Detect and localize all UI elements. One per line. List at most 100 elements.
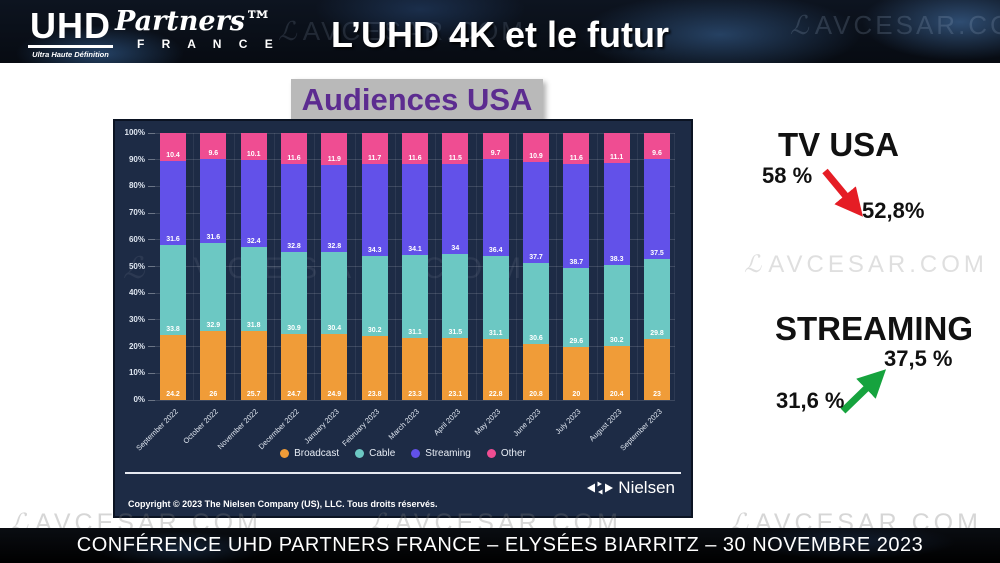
- segment-value-label: 30.2: [609, 336, 624, 344]
- bar-segment-broadcast: 23: [644, 338, 670, 400]
- stacked-bar: 23 29.8 37.5 9.6: [644, 133, 670, 400]
- legend-label: Cable: [369, 448, 396, 459]
- bar-segment-other: 11.6: [281, 133, 307, 164]
- segment-value-label: 30.4: [327, 324, 342, 332]
- x-axis-label: March 2023: [386, 407, 422, 442]
- stacked-bar: 24.7 30.9 32.8 11.6: [281, 133, 307, 400]
- vertical-gridline: [193, 133, 195, 400]
- segment-value-label: 20: [572, 391, 581, 398]
- bar-segment-cable: 33.8: [160, 245, 186, 336]
- stacked-bar: 23.3 31.1 34.1 11.6: [402, 133, 428, 400]
- bar-segment-broadcast: 20.4: [603, 345, 630, 400]
- stacked-bar: 23.1 31.5 34 11.5: [442, 133, 469, 400]
- segment-value-label: 36.4: [488, 247, 503, 255]
- segment-value-label: 23: [653, 391, 661, 398]
- segment-value-label: 11.6: [408, 154, 422, 162]
- x-axis-label: October 2022: [181, 407, 220, 446]
- y-axis-tick: 80%: [128, 181, 145, 191]
- segment-value-label: 29.6: [569, 337, 584, 345]
- bar-segment-other: 11.9: [321, 133, 348, 165]
- conference-caption: CONFÉRENCE UHD PARTNERS FRANCE – ELYSÉES…: [76, 534, 924, 556]
- bar-segment-streaming: 31.6: [200, 158, 227, 243]
- bar-segment-streaming: 37.5: [644, 158, 670, 260]
- segment-value-label: 10.9: [529, 153, 543, 161]
- stacked-bar: 20 29.6 38.7 11.6: [563, 133, 590, 400]
- bar-segment-streaming: 36.4: [482, 158, 509, 257]
- tv-usa-to-value: 52,8%: [862, 198, 925, 223]
- x-axis-label: November 2022: [215, 407, 261, 452]
- legend-item: Cable: [355, 448, 395, 459]
- copyright-text: Copyright © 2023 The Nielsen Company (US…: [128, 499, 438, 509]
- bar-segment-cable: 30.9: [281, 251, 307, 335]
- legend-label: Streaming: [425, 448, 471, 459]
- stacked-bar: 24.2 33.8 31.6 10.4: [160, 133, 186, 400]
- y-tick-mark: [148, 266, 155, 267]
- y-axis-tick: 70%: [128, 208, 145, 218]
- segment-value-label: 30.6: [529, 335, 543, 343]
- segment-value-label: 11.6: [287, 155, 301, 162]
- bar-segment-broadcast: 20.8: [523, 344, 549, 400]
- segment-value-label: 24.7: [287, 391, 301, 398]
- segment-value-label: 22.8: [488, 391, 503, 398]
- logo-france-text: F R A N C E: [137, 37, 280, 51]
- bar-segment-streaming: 31.6: [160, 160, 186, 246]
- bar-segment-broadcast: 26: [200, 330, 227, 400]
- segment-value-label: 11.7: [368, 155, 382, 163]
- slide-title: L’UHD 4K et le futur: [330, 14, 670, 55]
- bar-segment-streaming: 34.3: [361, 164, 388, 256]
- nielsen-logo: Nielsen: [587, 478, 675, 498]
- y-axis-tick: 20%: [128, 341, 145, 351]
- y-tick-mark: [148, 292, 155, 294]
- y-tick-mark: [148, 319, 155, 321]
- bar-segment-streaming: 34: [442, 163, 469, 255]
- segment-value-label: 30.9: [287, 325, 301, 333]
- panel-divider: [125, 472, 681, 474]
- bar-segment-broadcast: 20: [563, 346, 590, 400]
- bar-segment-broadcast: 24.7: [281, 334, 307, 400]
- vertical-gridline: [233, 133, 235, 400]
- bar-segment-other: 9.6: [644, 133, 670, 159]
- legend-label: Broadcast: [294, 448, 340, 459]
- x-axis-label: September 2023: [617, 407, 664, 453]
- segment-value-label: 23.1: [448, 391, 463, 398]
- y-axis-tick: 10%: [128, 368, 145, 378]
- bar-segment-cable: 31.5: [442, 254, 469, 339]
- bar-segment-broadcast: 23.8: [361, 336, 388, 400]
- vertical-gridline: [394, 133, 396, 400]
- legend-label: Other: [500, 448, 526, 459]
- legend-item: Broadcast: [280, 448, 339, 459]
- y-tick-mark: [148, 346, 155, 348]
- segment-value-label: 9.6: [208, 149, 219, 157]
- stacked-bar: 23.8 30.2 34.3 11.7: [361, 133, 388, 400]
- x-axis-label: July 2023: [553, 407, 583, 437]
- logo-uhd-block: UHD Ultra Haute Définition: [28, 8, 113, 59]
- bar-segment-broadcast: 24.2: [160, 335, 186, 400]
- legend-dot-other: [486, 449, 496, 458]
- bar-segment-streaming: 32.8: [321, 164, 348, 253]
- bar-segment-broadcast: 22.8: [482, 339, 509, 400]
- x-axis-label: January 2023: [302, 407, 341, 446]
- y-axis-tick: 60%: [128, 234, 145, 244]
- logo-partners-block: Partners™ F R A N C E: [115, 6, 280, 52]
- vertical-gridline: [273, 133, 275, 400]
- y-axis-tick: 0%: [133, 395, 145, 404]
- vertical-gridline: [515, 133, 517, 400]
- bar-segment-other: 11.1: [603, 133, 630, 163]
- segment-value-label: 32.8: [287, 242, 301, 250]
- segment-value-label: 24.2: [166, 391, 180, 398]
- y-axis-tick: 100%: [124, 128, 145, 137]
- bar-segment-streaming: 37.7: [523, 162, 549, 263]
- logo-uhd-text: UHD: [28, 5, 113, 48]
- stacked-bar: 22.8 31.1 36.4 9.7: [482, 133, 509, 400]
- tv-usa-from-value: 58 %: [762, 163, 813, 188]
- streaming-title: STREAMING: [775, 310, 973, 347]
- chart-legend: Broadcast Cable Streaming Other: [115, 448, 691, 459]
- segment-value-label: 26: [209, 391, 218, 398]
- legend-dot-broadcast: [280, 449, 290, 458]
- segment-value-label: 25.7: [246, 391, 261, 398]
- bar-segment-other: 9.7: [482, 133, 509, 159]
- legend-dot-cable: [355, 449, 365, 458]
- logo-partners-text: Partners™: [115, 6, 273, 37]
- segment-value-label: 20.8: [529, 391, 543, 398]
